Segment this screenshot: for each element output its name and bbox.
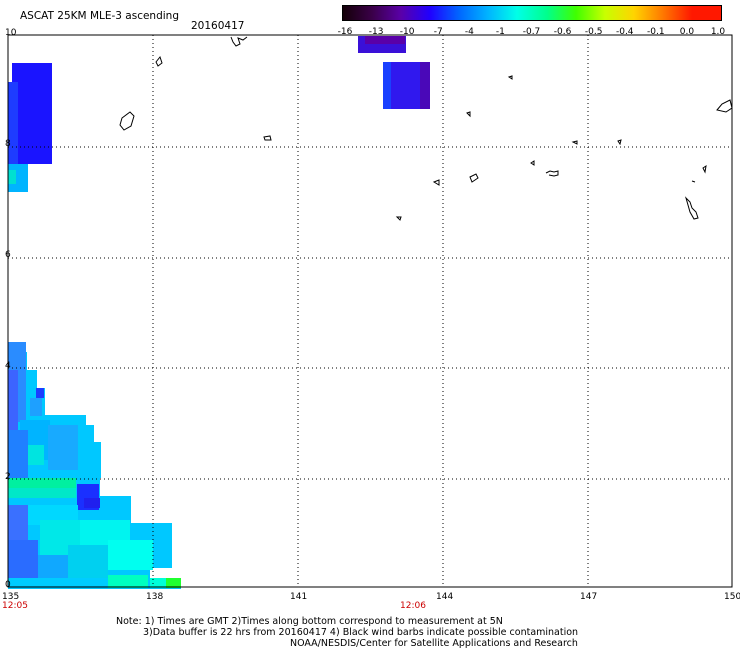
colorbar-segment [575,6,605,20]
colorbar-label: -0.6 [553,27,572,37]
colorbar-label: -0.1 [647,27,665,37]
colorbar-label: -0.4 [615,27,634,37]
colorbar-label: 1.0 [710,27,726,37]
colorbar-label: -0.7 [522,27,541,37]
colorbar-segment [401,6,431,20]
lon-label-147: 147 [580,592,598,602]
note-line-3: NOAA/NESDIS/Center for Satellite Applica… [290,638,578,649]
graticule [8,35,732,587]
colorbar-segment [459,6,489,20]
colorbar-label: -10 [399,27,415,37]
colorbar [342,5,722,21]
lon-label-144: 144 [436,592,454,602]
product-title: ASCAT 25KM MLE-3 ascending [20,10,179,22]
colorbar-segment [488,6,518,20]
colorbar-segment [343,6,373,20]
colorbar-label: -7 [433,27,443,37]
lat-label-10: 10 [5,28,17,38]
colorbar-segment [517,6,547,20]
colorbar-label: -13 [368,27,384,37]
colorbar-segment [604,6,634,20]
lon-label-150: 150 [724,592,740,602]
colorbar-segment [372,6,402,20]
time-label-start: 12:05 [2,601,28,611]
lat-label-0: 0 [5,580,11,590]
lon-label-135: 135 [2,592,20,602]
coastlines [119,36,733,221]
lat-label-4: 4 [5,361,11,371]
colorbar-segment [546,6,576,20]
swath-top-middle [358,36,430,109]
plot-frame [7,34,733,588]
colorbar-segment [633,6,663,20]
swath-bottom-left [8,342,181,589]
lat-label-6: 6 [5,250,11,260]
colorbar-label: 0.0 [679,27,695,37]
lat-label-8: 8 [5,139,11,149]
product-date: 20160417 [191,20,245,32]
lat-label-2: 2 [5,472,11,482]
lon-label-138: 138 [146,592,164,602]
time-label-mid: 12:06 [400,601,426,611]
lon-label-141: 141 [290,592,308,602]
colorbar-segment [691,6,722,20]
note-line-2: 3)Data buffer is 22 hrs from 20160417 4)… [143,627,579,638]
colorbar-label: -16 [337,27,353,37]
colorbar-segment [430,6,460,20]
colorbar-segment [662,6,692,20]
colorbar-label: -1 [495,27,505,37]
note-line-1: Note: 1) Times are GMT 2)Times along bot… [116,616,503,627]
colorbar-label: -0.5 [584,27,603,37]
colorbar-label: -4 [464,27,474,37]
